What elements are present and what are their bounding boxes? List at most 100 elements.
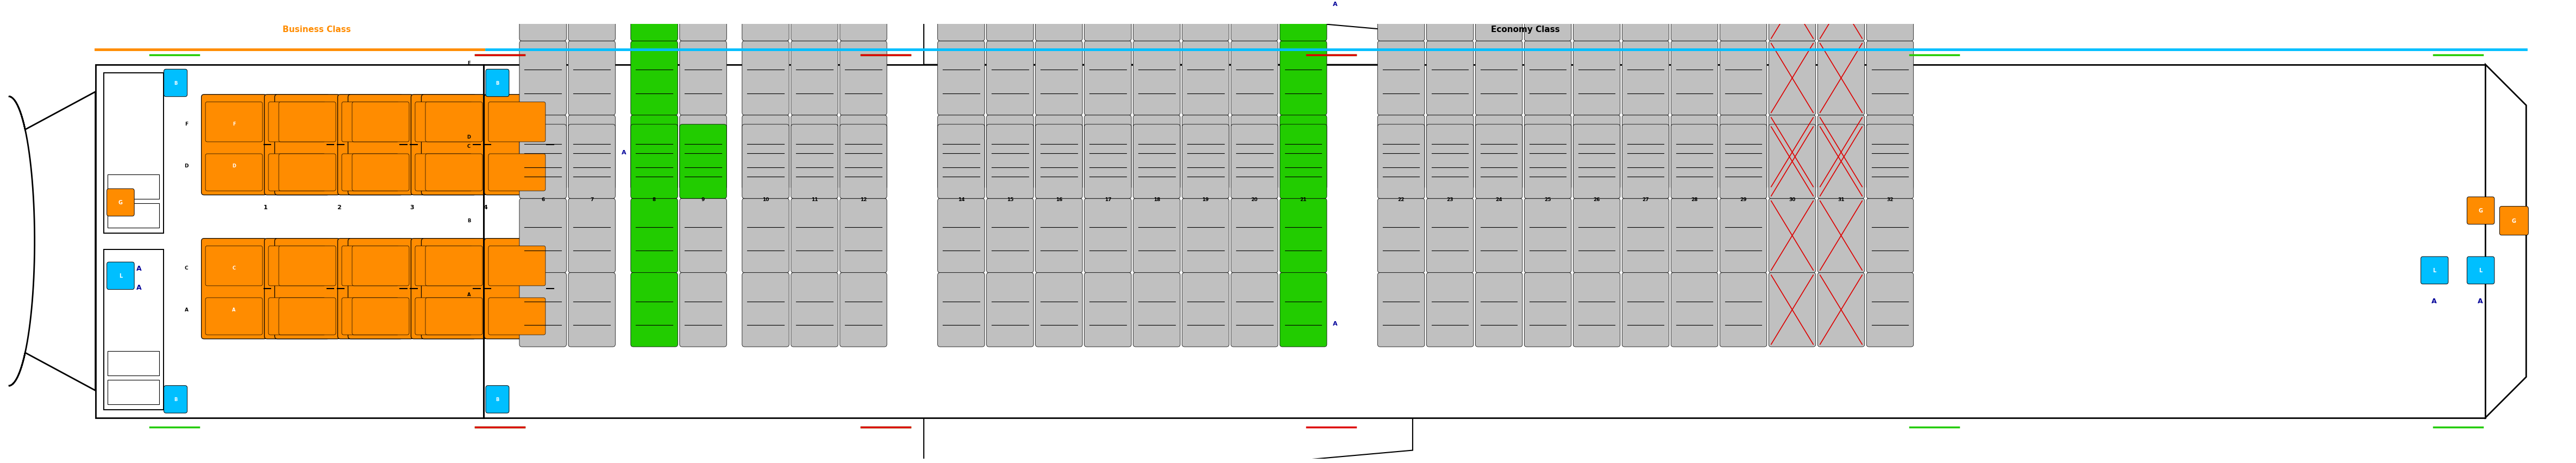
FancyBboxPatch shape [938, 125, 984, 199]
FancyBboxPatch shape [520, 273, 567, 347]
FancyBboxPatch shape [1084, 0, 1131, 41]
FancyBboxPatch shape [201, 238, 265, 339]
FancyBboxPatch shape [680, 115, 726, 189]
Text: F: F [232, 122, 234, 126]
FancyBboxPatch shape [1574, 273, 1620, 347]
FancyBboxPatch shape [1672, 41, 1718, 115]
FancyBboxPatch shape [268, 154, 325, 191]
FancyBboxPatch shape [520, 125, 567, 199]
FancyBboxPatch shape [353, 102, 410, 142]
Text: 12: 12 [860, 197, 866, 202]
FancyBboxPatch shape [1525, 41, 1571, 115]
Text: 10: 10 [762, 197, 770, 202]
FancyBboxPatch shape [1182, 199, 1229, 273]
FancyBboxPatch shape [1084, 125, 1131, 199]
FancyBboxPatch shape [1182, 41, 1229, 115]
FancyBboxPatch shape [742, 199, 788, 273]
Text: 25: 25 [1546, 197, 1551, 202]
FancyBboxPatch shape [1133, 41, 1180, 115]
Text: 24: 24 [1497, 197, 1502, 202]
Text: A: A [2478, 298, 2483, 305]
FancyBboxPatch shape [1476, 115, 1522, 189]
FancyBboxPatch shape [2468, 197, 2494, 225]
FancyBboxPatch shape [353, 154, 410, 191]
FancyBboxPatch shape [631, 273, 677, 347]
FancyBboxPatch shape [1280, 199, 1327, 273]
FancyBboxPatch shape [1378, 125, 1425, 199]
FancyBboxPatch shape [680, 0, 726, 41]
FancyBboxPatch shape [791, 125, 837, 199]
FancyBboxPatch shape [1574, 199, 1620, 273]
FancyBboxPatch shape [631, 41, 677, 115]
FancyBboxPatch shape [1770, 0, 1816, 41]
FancyBboxPatch shape [1427, 273, 1473, 347]
FancyBboxPatch shape [106, 189, 134, 216]
FancyBboxPatch shape [489, 154, 546, 191]
FancyBboxPatch shape [1133, 115, 1180, 189]
FancyBboxPatch shape [487, 386, 510, 413]
FancyBboxPatch shape [1378, 0, 1425, 41]
FancyBboxPatch shape [1182, 0, 1229, 41]
Text: C: C [466, 144, 471, 149]
FancyBboxPatch shape [742, 115, 788, 189]
FancyBboxPatch shape [1378, 273, 1425, 347]
Text: G: G [2512, 218, 2517, 224]
FancyBboxPatch shape [165, 386, 188, 413]
FancyBboxPatch shape [2421, 257, 2447, 284]
FancyBboxPatch shape [2499, 206, 2530, 235]
FancyBboxPatch shape [1819, 115, 1865, 189]
FancyBboxPatch shape [1133, 125, 1180, 199]
FancyBboxPatch shape [206, 154, 263, 191]
FancyBboxPatch shape [422, 95, 487, 195]
FancyBboxPatch shape [840, 0, 886, 41]
FancyBboxPatch shape [1476, 41, 1522, 115]
FancyBboxPatch shape [1427, 199, 1473, 273]
FancyBboxPatch shape [206, 298, 263, 335]
Text: 26: 26 [1595, 197, 1600, 202]
FancyBboxPatch shape [1819, 125, 1865, 199]
FancyBboxPatch shape [1672, 273, 1718, 347]
FancyBboxPatch shape [415, 154, 471, 191]
FancyBboxPatch shape [791, 273, 837, 347]
FancyBboxPatch shape [840, 199, 886, 273]
FancyBboxPatch shape [206, 246, 263, 286]
Text: C: C [185, 265, 188, 270]
Text: 18: 18 [1154, 197, 1159, 202]
FancyBboxPatch shape [425, 298, 482, 335]
Text: A: A [137, 284, 142, 291]
Text: A: A [137, 265, 142, 272]
FancyBboxPatch shape [840, 125, 886, 199]
Text: A: A [466, 292, 471, 297]
Text: L: L [118, 273, 121, 279]
Bar [108, 203, 160, 228]
FancyBboxPatch shape [268, 246, 325, 286]
FancyBboxPatch shape [1868, 41, 1914, 115]
FancyBboxPatch shape [2468, 257, 2494, 284]
FancyBboxPatch shape [1623, 0, 1669, 41]
Bar [108, 380, 160, 404]
FancyBboxPatch shape [1623, 125, 1669, 199]
FancyBboxPatch shape [489, 246, 546, 286]
FancyBboxPatch shape [569, 41, 616, 115]
FancyBboxPatch shape [487, 69, 510, 97]
FancyBboxPatch shape [1231, 273, 1278, 347]
Text: 31: 31 [1837, 197, 1844, 202]
FancyBboxPatch shape [791, 115, 837, 189]
FancyBboxPatch shape [520, 199, 567, 273]
FancyBboxPatch shape [1133, 273, 1180, 347]
FancyBboxPatch shape [1427, 115, 1473, 189]
Text: 21: 21 [1301, 197, 1306, 202]
Text: 11: 11 [811, 197, 817, 202]
FancyBboxPatch shape [1476, 0, 1522, 41]
Text: 15: 15 [1007, 197, 1012, 202]
FancyBboxPatch shape [680, 273, 726, 347]
Bar [108, 175, 160, 199]
FancyBboxPatch shape [938, 115, 984, 189]
FancyBboxPatch shape [1770, 199, 1816, 273]
FancyBboxPatch shape [791, 199, 837, 273]
FancyBboxPatch shape [348, 95, 412, 195]
Text: 7: 7 [590, 197, 592, 202]
FancyBboxPatch shape [1868, 273, 1914, 347]
FancyBboxPatch shape [1231, 199, 1278, 273]
FancyBboxPatch shape [1672, 199, 1718, 273]
